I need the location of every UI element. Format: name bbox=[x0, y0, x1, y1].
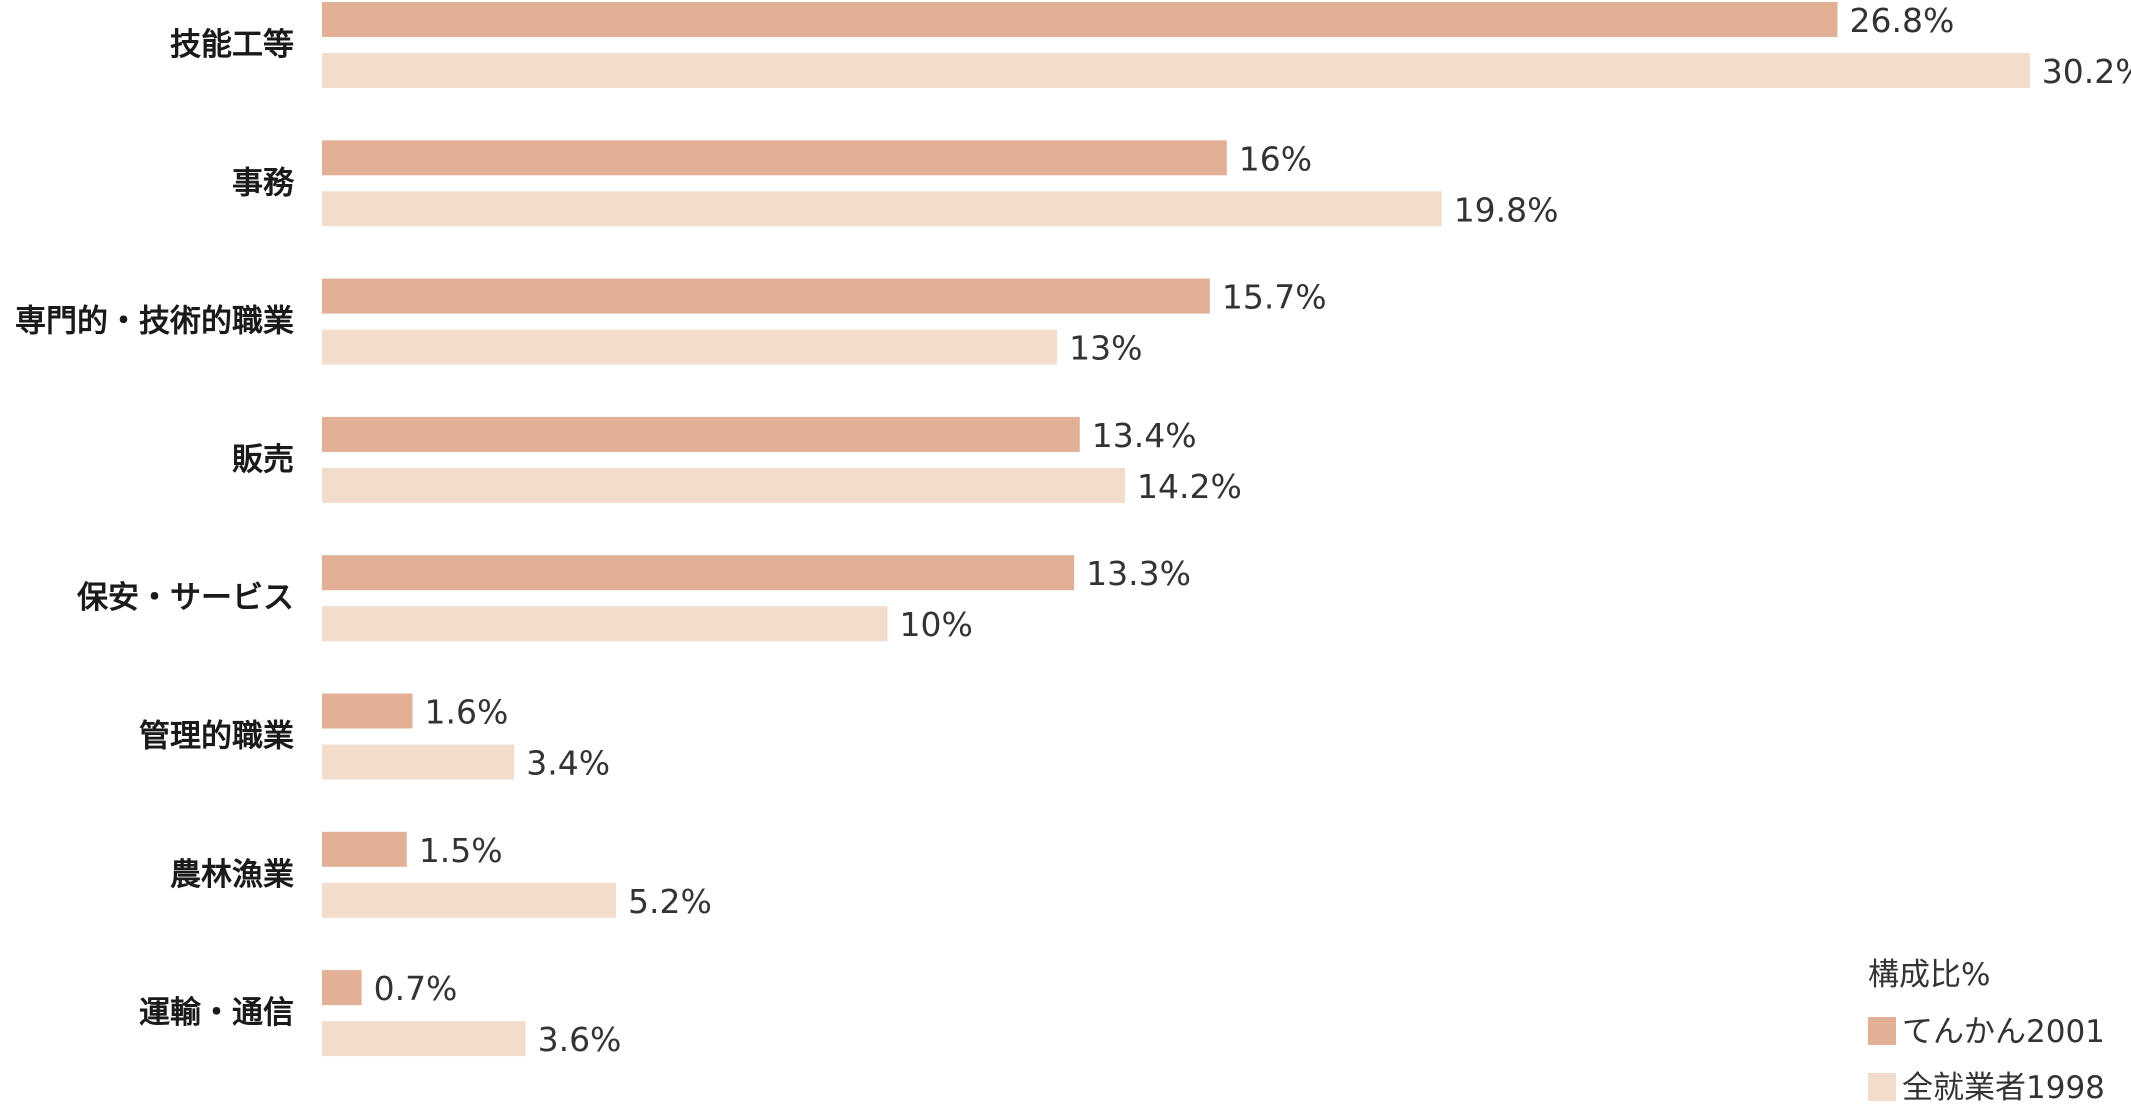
category-label: 運輸・通信 bbox=[139, 995, 294, 1031]
category-label: 事務 bbox=[232, 165, 295, 201]
legend-label: 全就業者1998 bbox=[1902, 1070, 2105, 1105]
category-label: 販売 bbox=[232, 442, 294, 478]
data-label: 13.3% bbox=[1086, 554, 1191, 593]
bar-all-workers-1998 bbox=[322, 1021, 526, 1057]
data-label: 19.8% bbox=[1454, 190, 1559, 229]
bar-tenkan-2001 bbox=[322, 140, 1227, 176]
category-label: 管理的職業 bbox=[139, 719, 294, 755]
bar-all-workers-1998 bbox=[322, 606, 888, 642]
bar-all-workers-1998 bbox=[322, 882, 617, 918]
bar-tenkan-2001 bbox=[322, 970, 362, 1006]
category-label: 保安・サービス bbox=[77, 580, 294, 616]
data-label: 10% bbox=[900, 605, 973, 644]
bar-tenkan-2001 bbox=[322, 278, 1210, 314]
legend-swatch bbox=[1868, 1017, 1896, 1045]
data-label: 14.2% bbox=[1137, 467, 1242, 506]
data-label: 5.2% bbox=[628, 882, 712, 921]
bar-tenkan-2001 bbox=[322, 693, 413, 729]
bar-all-workers-1998 bbox=[322, 191, 1442, 227]
bar-tenkan-2001 bbox=[322, 831, 407, 867]
data-label: 0.7% bbox=[374, 969, 458, 1008]
data-label: 3.4% bbox=[526, 744, 610, 783]
bar-all-workers-1998 bbox=[322, 467, 1126, 503]
bar-all-workers-1998 bbox=[322, 53, 2030, 88]
legend-title: 構成比% bbox=[1868, 957, 1990, 993]
bar-tenkan-2001 bbox=[322, 416, 1080, 452]
data-label: 13% bbox=[1069, 329, 1142, 368]
category-label: 農林漁業 bbox=[170, 857, 294, 893]
data-label: 16% bbox=[1239, 139, 1312, 178]
legend-swatch bbox=[1868, 1073, 1896, 1101]
data-label: 15.7% bbox=[1222, 278, 1327, 317]
category-label: 専門的・技術的職業 bbox=[15, 304, 294, 340]
data-label: 1.5% bbox=[419, 831, 503, 870]
bar-tenkan-2001 bbox=[322, 2, 1838, 37]
data-label: 30.2% bbox=[2042, 52, 2131, 91]
data-label: 3.6% bbox=[538, 1020, 622, 1059]
data-label: 13.4% bbox=[1092, 416, 1197, 455]
category-label: 技能工等 bbox=[170, 27, 294, 63]
bar-all-workers-1998 bbox=[322, 329, 1058, 365]
data-label: 26.8% bbox=[1850, 1, 1955, 40]
legend-label: てんかん2001 bbox=[1902, 1014, 2105, 1050]
bar-all-workers-1998 bbox=[322, 744, 515, 780]
bar-tenkan-2001 bbox=[322, 555, 1075, 591]
data-label: 1.6% bbox=[424, 693, 508, 732]
